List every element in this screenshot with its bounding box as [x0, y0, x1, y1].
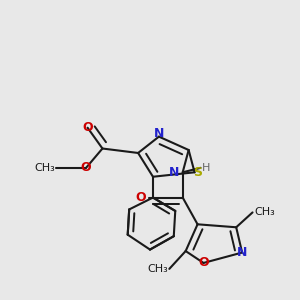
Text: H: H [202, 163, 210, 173]
Text: O: O [81, 161, 92, 174]
Text: CH₃: CH₃ [147, 264, 168, 274]
Text: CH₃: CH₃ [254, 207, 275, 218]
Text: CH₃: CH₃ [34, 163, 55, 173]
Text: S: S [193, 166, 202, 179]
Text: O: O [198, 256, 209, 269]
Text: N: N [237, 246, 247, 259]
Text: O: O [82, 121, 93, 134]
Text: O: O [135, 191, 146, 204]
Text: N: N [169, 166, 180, 179]
Text: N: N [154, 127, 164, 140]
